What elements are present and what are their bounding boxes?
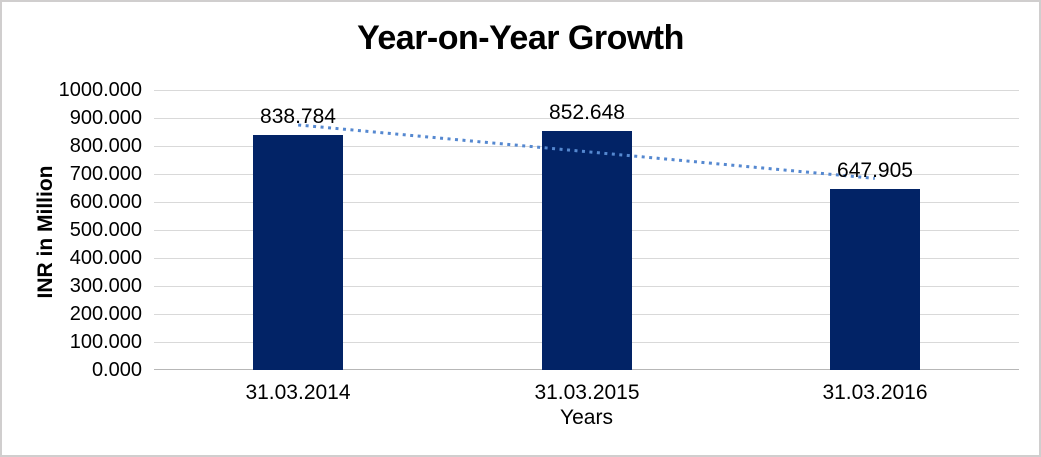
y-tick-label: 900.000 bbox=[69, 107, 142, 129]
y-tick-label: 400.000 bbox=[69, 247, 142, 269]
bar bbox=[253, 135, 343, 370]
y-tick-label: 300.000 bbox=[69, 275, 142, 297]
y-tick-label: 800.000 bbox=[69, 135, 142, 157]
x-tick-label: 31.03.2015 bbox=[534, 381, 640, 404]
plot-area: 838.784 31.03.2014 852.648 31.03.2015 647.90… bbox=[154, 90, 1019, 404]
y-tick-label: 600.000 bbox=[69, 191, 142, 213]
bar-data-label: 647.905 bbox=[837, 159, 913, 182]
bar bbox=[542, 131, 632, 370]
x-tick-label: 31.03.2016 bbox=[822, 381, 928, 404]
y-tick-label: 1000.000 bbox=[58, 79, 142, 101]
bar-data-label: 852.648 bbox=[549, 101, 625, 124]
y-tick-label: 200.000 bbox=[69, 303, 142, 325]
gridline bbox=[154, 118, 1019, 119]
x-axis-title: Years bbox=[560, 406, 613, 429]
bar bbox=[830, 189, 920, 370]
y-tick-label: 0.000 bbox=[91, 359, 142, 381]
y-tick-label: 500.000 bbox=[69, 219, 142, 241]
bar-data-label: 838.784 bbox=[260, 105, 336, 128]
chart-title: Year-on-Year Growth bbox=[357, 19, 684, 57]
gridline bbox=[154, 90, 1019, 91]
trendline-segment bbox=[298, 123, 875, 180]
y-tick-label: 700.000 bbox=[69, 163, 142, 185]
y-tick-label: 100.000 bbox=[69, 331, 142, 353]
trendline bbox=[298, 123, 875, 180]
x-tick-label: 31.03.2014 bbox=[245, 381, 351, 404]
